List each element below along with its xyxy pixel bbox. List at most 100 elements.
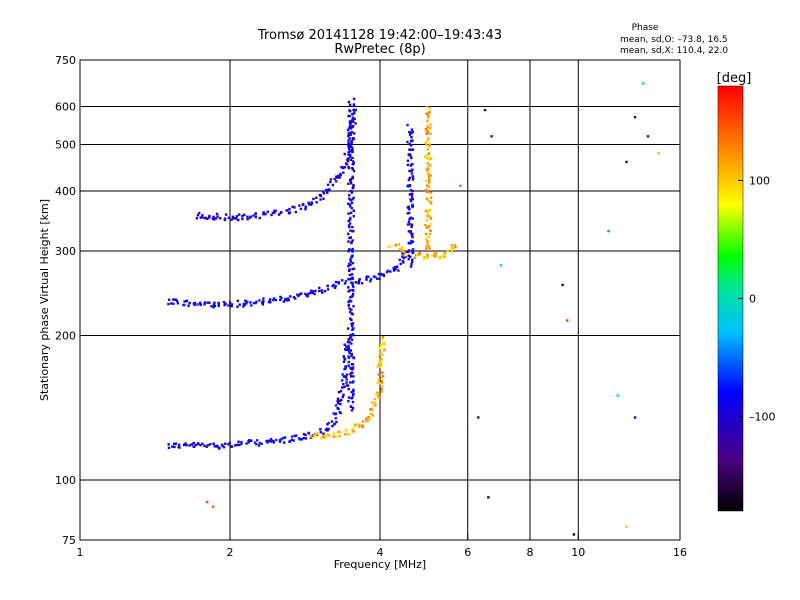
data-point bbox=[352, 97, 356, 101]
data-point bbox=[204, 216, 208, 220]
data-point bbox=[409, 241, 413, 245]
data-point bbox=[426, 184, 429, 187]
data-point bbox=[425, 197, 429, 200]
data-point bbox=[282, 300, 286, 303]
data-point bbox=[271, 211, 275, 215]
data-point bbox=[411, 258, 414, 262]
data-point bbox=[347, 262, 351, 266]
data-point bbox=[424, 141, 427, 144]
data-point bbox=[326, 423, 329, 426]
data-point bbox=[352, 327, 355, 330]
data-point bbox=[426, 212, 430, 215]
data-point bbox=[230, 304, 233, 308]
data-point bbox=[203, 216, 206, 220]
data-point bbox=[183, 300, 186, 303]
data-point bbox=[230, 303, 234, 306]
data-point bbox=[427, 224, 431, 228]
data-point bbox=[450, 247, 453, 251]
data-point bbox=[290, 438, 294, 442]
data-point bbox=[410, 239, 413, 243]
data-point bbox=[411, 175, 414, 178]
data-point bbox=[426, 171, 429, 174]
data-point bbox=[341, 279, 344, 282]
data-point bbox=[348, 351, 351, 355]
data-point bbox=[315, 201, 318, 204]
data-point bbox=[358, 278, 361, 281]
data-point bbox=[254, 301, 257, 305]
data-point bbox=[347, 224, 351, 227]
data-point bbox=[262, 300, 265, 303]
data-point bbox=[347, 269, 351, 273]
data-point bbox=[397, 243, 401, 246]
data-point bbox=[282, 441, 286, 444]
data-point bbox=[343, 367, 346, 371]
data-point bbox=[199, 216, 202, 219]
data-point bbox=[346, 159, 350, 163]
data-point bbox=[352, 428, 355, 431]
data-point bbox=[350, 206, 354, 210]
data-point bbox=[404, 255, 407, 259]
data-point bbox=[348, 289, 352, 292]
data-point bbox=[254, 215, 258, 219]
data-point bbox=[347, 139, 350, 142]
data-point bbox=[319, 428, 322, 431]
data-point bbox=[351, 166, 354, 170]
data-point bbox=[350, 256, 353, 259]
data-point bbox=[350, 308, 353, 311]
data-point bbox=[337, 430, 340, 434]
data-point bbox=[279, 211, 282, 215]
x-axis-label: Frequency [MHz] bbox=[334, 558, 426, 571]
data-point bbox=[425, 132, 429, 136]
data-point bbox=[397, 269, 400, 272]
data-point bbox=[406, 250, 409, 254]
y-axis-label: Stationary phase Virtual Height [km] bbox=[38, 199, 51, 401]
data-point bbox=[342, 393, 345, 396]
data-point bbox=[657, 151, 660, 155]
data-point bbox=[426, 114, 430, 117]
data-point bbox=[304, 433, 307, 437]
data-point bbox=[422, 257, 426, 261]
data-point bbox=[350, 249, 354, 252]
data-point bbox=[625, 160, 628, 164]
colorbar-label: [deg] bbox=[717, 71, 752, 86]
data-point bbox=[351, 371, 354, 375]
data-point bbox=[337, 407, 340, 411]
data-point bbox=[215, 444, 219, 448]
data-point bbox=[347, 134, 350, 138]
data-point bbox=[258, 299, 261, 302]
data-point bbox=[347, 150, 350, 154]
data-point bbox=[350, 201, 354, 205]
data-point bbox=[326, 433, 329, 436]
data-point bbox=[429, 157, 433, 160]
data-point bbox=[453, 243, 457, 247]
data-point bbox=[307, 203, 311, 206]
data-point bbox=[426, 105, 429, 109]
data-point bbox=[270, 213, 273, 217]
data-point bbox=[410, 131, 413, 134]
data-point bbox=[173, 445, 176, 449]
data-point bbox=[351, 160, 355, 163]
data-point bbox=[411, 248, 415, 251]
data-point bbox=[209, 443, 212, 446]
data-point bbox=[427, 158, 431, 161]
data-point bbox=[344, 365, 347, 368]
data-point bbox=[425, 244, 428, 248]
data-point bbox=[354, 423, 357, 426]
data-point bbox=[426, 148, 430, 151]
data-point bbox=[336, 399, 339, 403]
data-point bbox=[279, 295, 282, 299]
data-point bbox=[350, 354, 353, 358]
data-point bbox=[196, 214, 200, 217]
data-point bbox=[350, 140, 353, 143]
data-point bbox=[336, 397, 340, 400]
data-point bbox=[410, 225, 413, 229]
colorbar-tick-label: –100 bbox=[749, 411, 776, 424]
data-point bbox=[429, 123, 432, 127]
data-point bbox=[442, 254, 445, 257]
data-point bbox=[426, 241, 429, 244]
data-point bbox=[341, 379, 344, 382]
data-point bbox=[394, 243, 397, 247]
phase-label: Phase bbox=[632, 23, 659, 33]
data-point bbox=[352, 104, 356, 108]
